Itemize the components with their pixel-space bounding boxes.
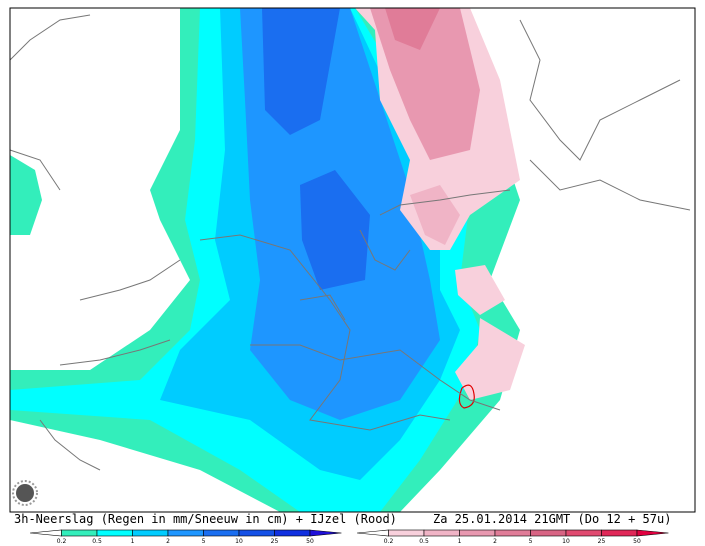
- legend-label: 25: [271, 538, 279, 545]
- legend-swatch: [530, 529, 567, 537]
- legend-swatch: [636, 529, 669, 537]
- legend-swatch: [565, 529, 602, 537]
- legend-swatch: [388, 529, 425, 537]
- legend-swatch: [309, 529, 342, 537]
- ice-layer: [410, 185, 460, 245]
- legend-swatch: [274, 529, 311, 537]
- legend-ice: 0.2 0.5 1 2 5 10 25 50: [356, 529, 669, 545]
- precip-layer: [10, 155, 42, 235]
- legend-label: 2: [493, 538, 497, 545]
- ice-layer: [455, 265, 505, 315]
- legend-swatch: [494, 529, 531, 537]
- precip-layer: [262, 8, 340, 135]
- map: [9, 7, 696, 513]
- ice-layer: [370, 8, 480, 160]
- legend-label: 1: [458, 538, 462, 545]
- logo-icon: [16, 484, 34, 502]
- legend-swatch: [459, 529, 496, 537]
- caption-time: Za 25.01.2014 21GMT (Do 12 + 57u): [433, 512, 671, 526]
- legend-label: 50: [633, 538, 641, 545]
- legend-swatch: [238, 529, 275, 537]
- legend-label: 10: [235, 538, 243, 545]
- legend-label: 0.2: [57, 538, 67, 545]
- legend-label: 5: [529, 538, 533, 545]
- legend-label: 0.5: [419, 538, 429, 545]
- logo-icon: [12, 480, 38, 506]
- precip-layer: [300, 170, 370, 290]
- legend-swatch: [356, 529, 389, 537]
- ice-layer: [455, 318, 525, 400]
- legend-rain: 0.2 0.5 1 2 5 10 25 50: [29, 529, 342, 545]
- legend-label: 0.5: [92, 538, 102, 545]
- legend-label: 10: [562, 538, 570, 545]
- legend-swatch: [29, 529, 62, 537]
- legend-swatch: [601, 529, 638, 537]
- legend-swatch: [203, 529, 240, 537]
- legend-label: 0.2: [384, 538, 394, 545]
- legend-swatch: [423, 529, 460, 537]
- legend-label: 50: [306, 538, 314, 545]
- coastline: [9, 14, 691, 471]
- legend-label: 1: [131, 538, 135, 545]
- caption-product: 3h-Neerslag (Regen in mm/Sneeuw in cm) +…: [14, 512, 397, 526]
- legend-label: 25: [598, 538, 606, 545]
- legend-swatch: [167, 529, 204, 537]
- ice-layer: [385, 8, 440, 50]
- map-frame: [9, 7, 696, 513]
- legend-swatch: [132, 529, 169, 537]
- ice-contour: [458, 384, 475, 409]
- legend-swatch: [61, 529, 98, 537]
- legend-label: 2: [166, 538, 170, 545]
- legend-label: 5: [202, 538, 206, 545]
- legend-swatch: [96, 529, 133, 537]
